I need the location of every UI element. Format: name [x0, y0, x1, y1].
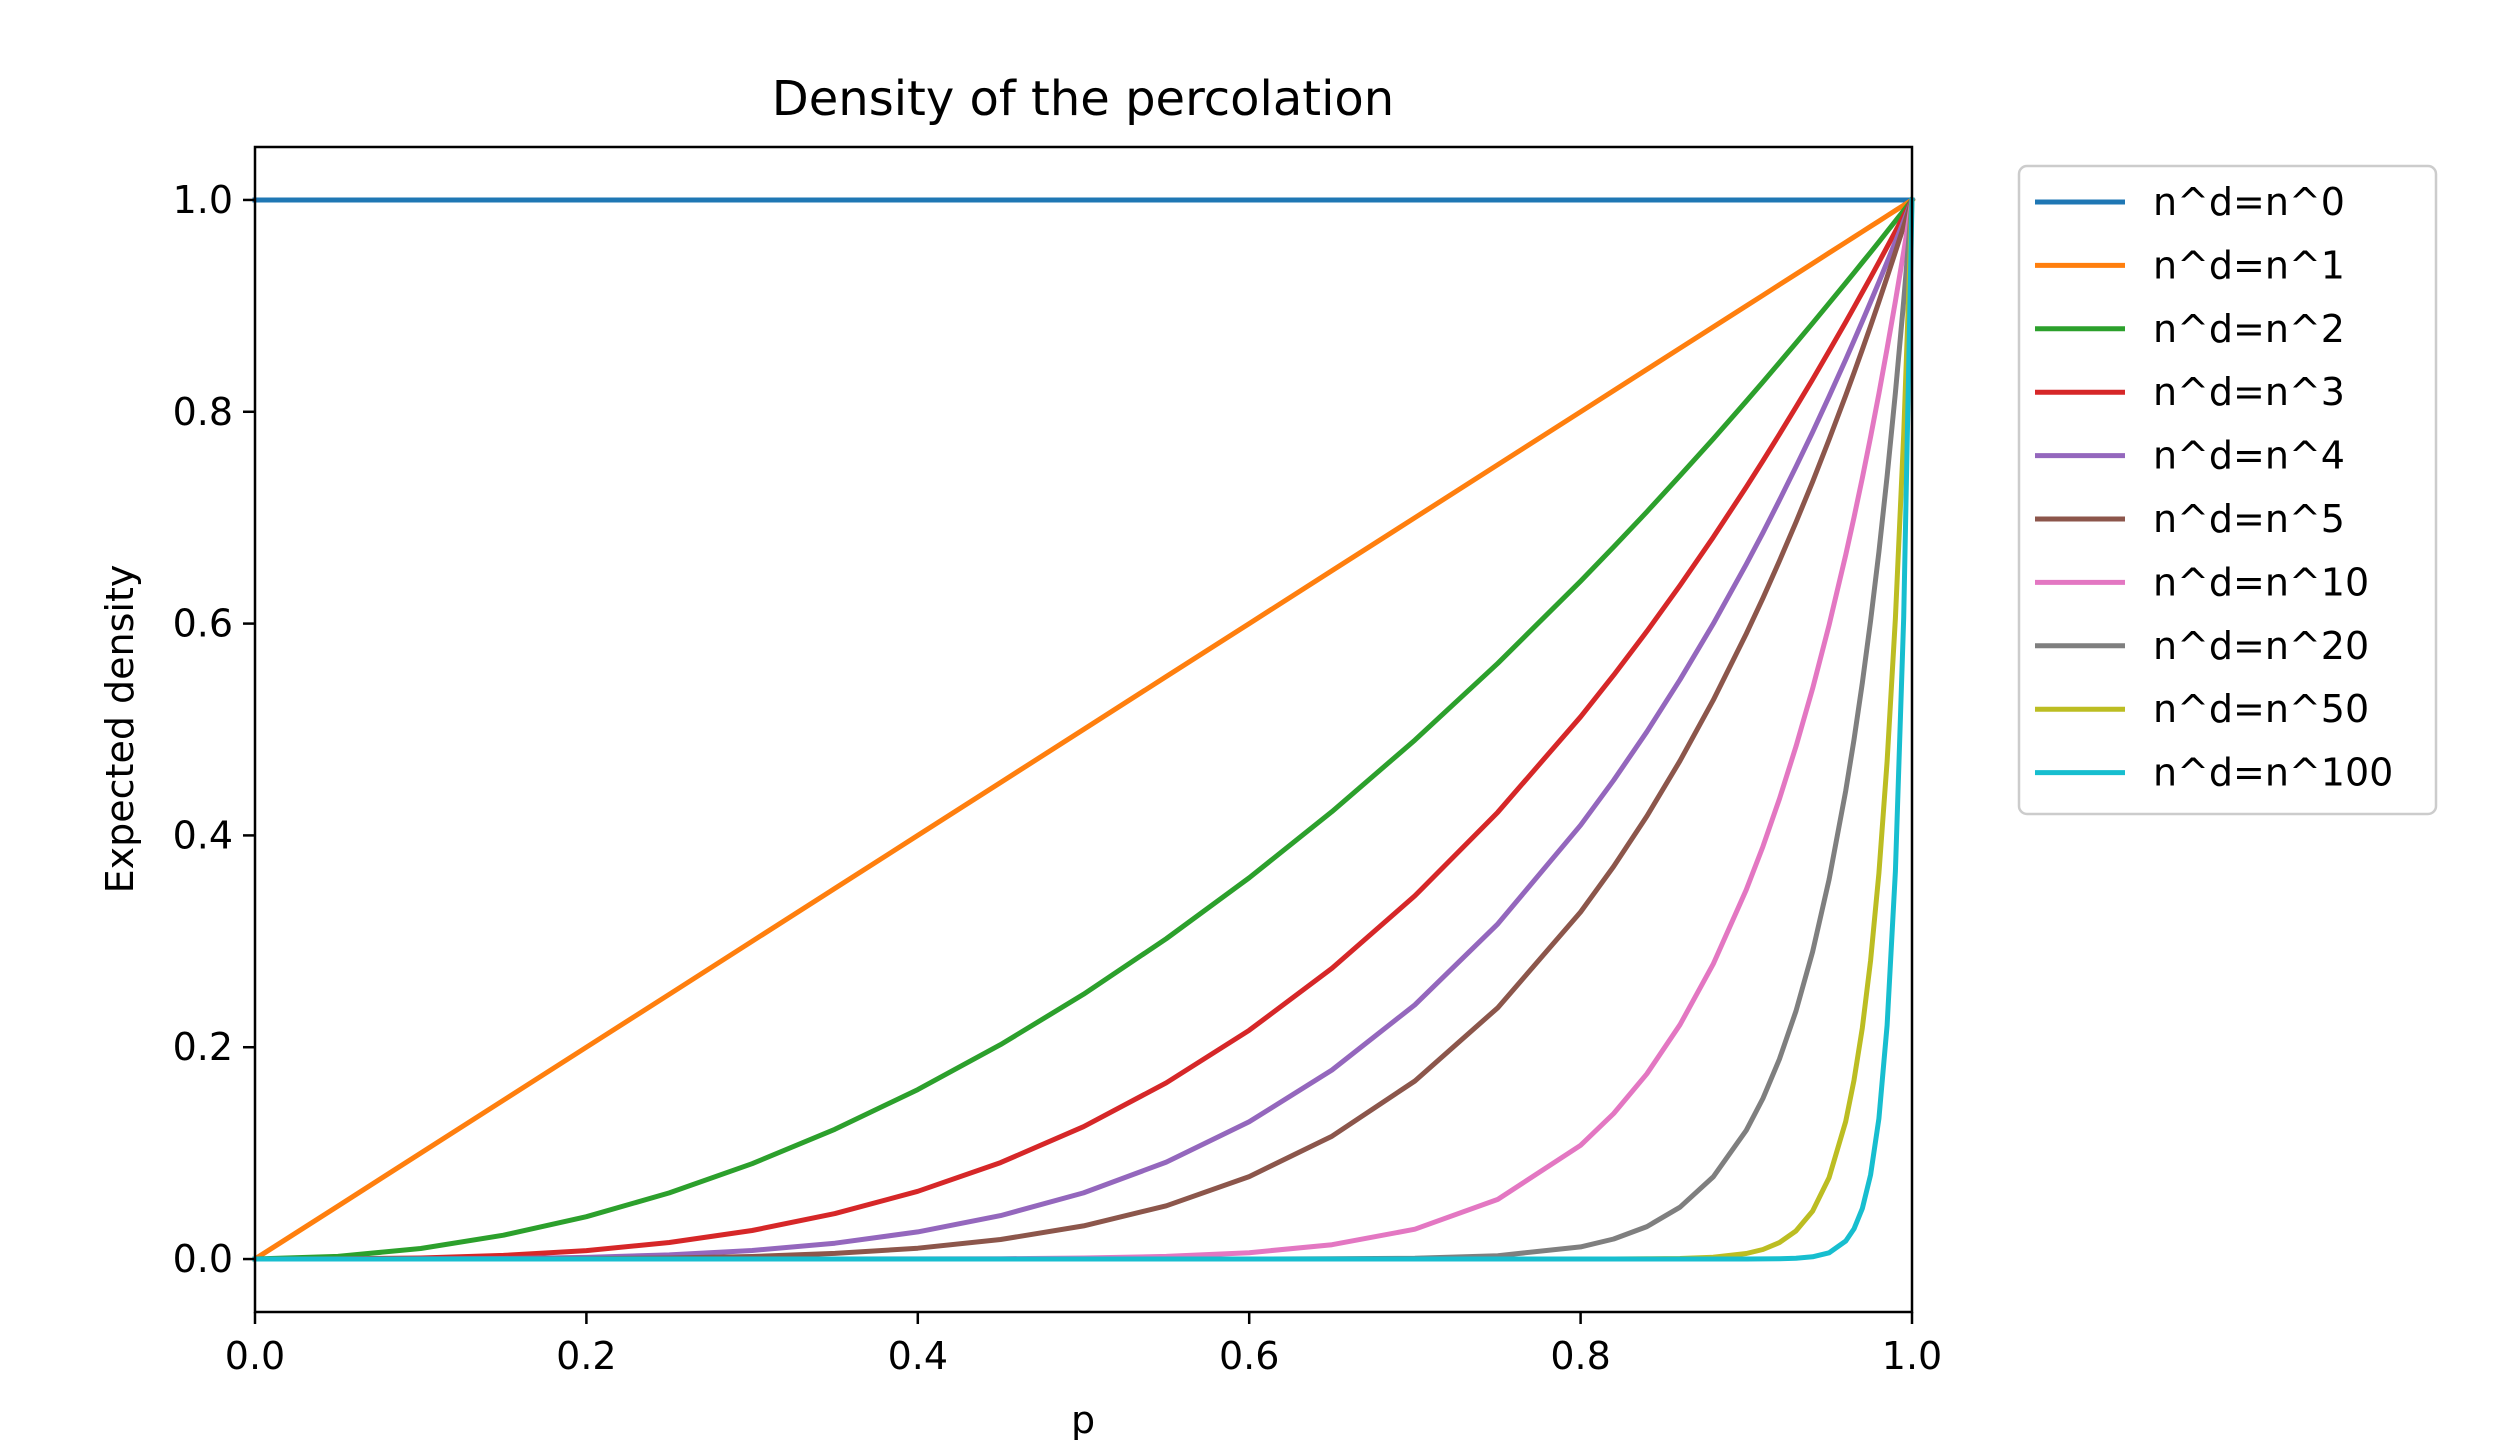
legend-label-1: n^d=n^1 [2153, 243, 2345, 287]
x-axis: 0.0 0.2 0.4 0.6 0.8 1.0 [225, 1312, 1942, 1378]
plot-frame [253, 145, 1914, 1314]
x-axis-label: p [1071, 1398, 1095, 1440]
legend-label-7: n^d=n^20 [2153, 624, 2369, 668]
x-tick-label-2: 0.4 [888, 1334, 948, 1378]
x-tick-label-1: 0.2 [556, 1334, 616, 1378]
legend-label-3: n^d=n^3 [2153, 370, 2345, 414]
y-tick-label-3: 0.6 [173, 602, 233, 646]
x-tick-label-4: 0.8 [1550, 1334, 1610, 1378]
series-line-2 [252, 196, 1916, 1262]
y-axis-label: Expected density [98, 565, 142, 894]
y-tick-label-1: 0.2 [173, 1025, 233, 1069]
y-tick-label-4: 0.8 [173, 390, 233, 434]
x-tick-label-0: 0.0 [225, 1334, 285, 1378]
legend-label-8: n^d=n^50 [2153, 687, 2369, 731]
legend-label-4: n^d=n^4 [2153, 434, 2345, 478]
series-line-1 [251, 196, 1916, 1263]
x-tick-label-5: 1.0 [1882, 1334, 1942, 1378]
series-line-4 [252, 196, 1916, 1262]
series-line-9 [252, 197, 1915, 1262]
legend-label-6: n^d=n^10 [2153, 560, 2369, 604]
legend: n^d=n^0 n^d=n^1 n^d=n^2 n^d=n^3 n^d=n^4 n^d=n… [2017, 164, 2438, 816]
y-tick-label-5: 1.0 [173, 178, 233, 222]
legend-label-2: n^d=n^2 [2153, 307, 2345, 351]
series-layer [251, 196, 1916, 1263]
y-axis: 0.0 0.2 0.4 0.6 0.8 1.0 [173, 178, 255, 1281]
y-tick-label-0: 0.0 [173, 1237, 233, 1281]
y-tick-label-2: 0.4 [173, 813, 233, 857]
legend-label-0: n^d=n^0 [2153, 180, 2345, 224]
series-line-3 [252, 196, 1916, 1262]
legend-label-9: n^d=n^100 [2153, 751, 2393, 795]
plot-area [251, 145, 1916, 1314]
legend-items: n^d=n^0 n^d=n^1 n^d=n^2 n^d=n^3 n^d=n^4 n^d=n… [2035, 180, 2393, 795]
x-tick-label-3: 0.6 [1219, 1334, 1279, 1378]
chart-title: Density of the percolation [772, 71, 1394, 127]
legend-label-5: n^d=n^5 [2153, 497, 2345, 541]
